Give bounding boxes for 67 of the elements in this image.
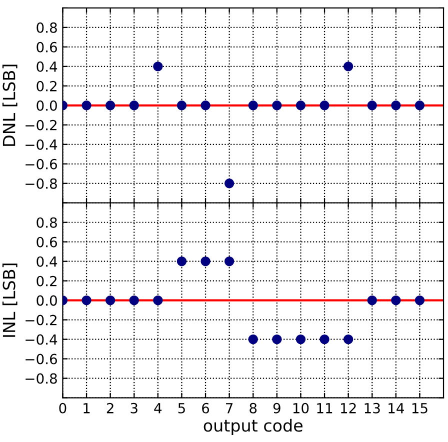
- y-tick-label: −0.6: [26, 158, 57, 170]
- point: [82, 100, 92, 110]
- y-axis-title: DNL [LSB]: [2, 64, 18, 146]
- point: [153, 62, 163, 72]
- y-tick-label: 0.0: [36, 295, 57, 306]
- point: [176, 256, 187, 266]
- x-tick-label: 0: [59, 402, 66, 414]
- point: [343, 334, 354, 344]
- x-tick-label: 15: [412, 403, 428, 414]
- y-tick-label: −0.4: [26, 139, 58, 150]
- y-axis-title: INL [LSB]: [2, 264, 18, 337]
- point: [129, 100, 139, 110]
- y-tick-label: 0.2: [36, 80, 56, 92]
- point: [320, 100, 330, 110]
- y-tick-label: 0.6: [36, 236, 57, 248]
- y-tick-label: −0.8: [26, 178, 57, 189]
- x-tick-label: 3: [130, 402, 138, 414]
- point: [272, 334, 282, 344]
- point: [248, 100, 258, 110]
- y-tick-label: 0.8: [36, 217, 57, 228]
- y-tick-label: 0.4: [36, 61, 58, 72]
- point: [296, 100, 306, 110]
- x-tick-label: 13: [364, 402, 380, 414]
- y-tick-label: 0.6: [36, 42, 57, 52]
- point: [200, 256, 210, 266]
- point: [200, 100, 210, 110]
- point: [129, 295, 139, 306]
- x-tick-label: 8: [250, 402, 257, 414]
- point: [320, 334, 330, 344]
- point: [105, 295, 116, 306]
- x-tick-label: 7: [226, 403, 233, 414]
- point: [391, 100, 401, 110]
- x-tick-label: 6: [202, 402, 210, 414]
- point: [176, 100, 187, 110]
- y-tick-label: −0.2: [26, 120, 56, 130]
- x-tick-label: 5: [178, 403, 185, 414]
- x-tick-label: 14: [388, 403, 404, 414]
- x-tick-label: 1: [84, 403, 90, 414]
- point: [272, 100, 282, 110]
- y-tick-label: −0.8: [26, 373, 57, 384]
- point: [224, 178, 234, 188]
- x-tick-label: 10: [293, 402, 309, 414]
- point: [343, 62, 354, 72]
- point: [367, 295, 377, 306]
- x-tick-label: 2: [106, 402, 114, 414]
- x-tick-label: 9: [273, 402, 280, 414]
- y-tick-label: −0.6: [26, 354, 57, 364]
- point: [414, 100, 425, 110]
- y-tick-label: 0.2: [36, 276, 56, 286]
- y-tick-label: −0.2: [26, 314, 56, 326]
- y-tick-label: 0.4: [36, 256, 58, 267]
- y-tick-label: 0.0: [36, 100, 57, 111]
- x-axis-title: output code: [204, 418, 302, 436]
- point: [224, 256, 234, 266]
- point: [105, 100, 116, 110]
- point: [414, 295, 425, 306]
- point: [296, 334, 306, 344]
- point: [82, 295, 92, 306]
- point: [153, 295, 163, 306]
- point: [367, 100, 377, 110]
- point: [391, 295, 401, 306]
- point: [248, 334, 258, 344]
- y-tick-label: −0.4: [26, 334, 58, 345]
- x-tick-label: 4: [154, 403, 162, 414]
- x-tick-label: 12: [341, 402, 356, 414]
- x-tick-label: 11: [317, 403, 332, 414]
- y-tick-label: 0.8: [36, 22, 57, 33]
